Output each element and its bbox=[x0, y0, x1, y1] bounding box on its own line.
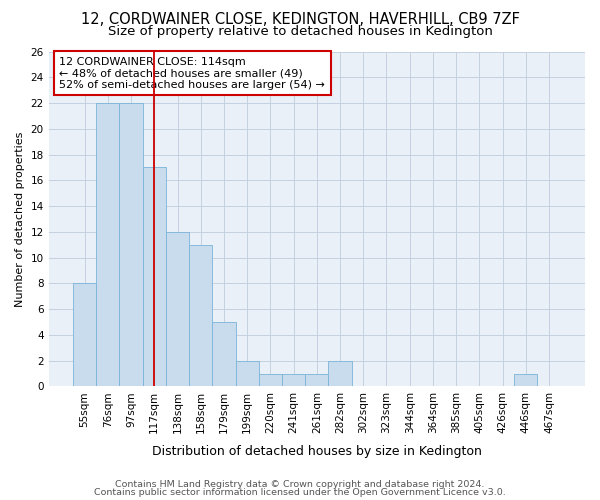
Text: 12, CORDWAINER CLOSE, KEDINGTON, HAVERHILL, CB9 7ZF: 12, CORDWAINER CLOSE, KEDINGTON, HAVERHI… bbox=[80, 12, 520, 28]
Bar bbox=[514, 374, 538, 386]
Bar bbox=[189, 244, 212, 386]
Bar bbox=[212, 322, 236, 386]
Text: Size of property relative to detached houses in Kedington: Size of property relative to detached ho… bbox=[107, 25, 493, 38]
Bar bbox=[166, 232, 189, 386]
Bar bbox=[282, 374, 305, 386]
Text: Contains HM Land Registry data © Crown copyright and database right 2024.: Contains HM Land Registry data © Crown c… bbox=[115, 480, 485, 489]
Text: Contains public sector information licensed under the Open Government Licence v3: Contains public sector information licen… bbox=[94, 488, 506, 497]
Bar bbox=[259, 374, 282, 386]
X-axis label: Distribution of detached houses by size in Kedington: Distribution of detached houses by size … bbox=[152, 444, 482, 458]
Bar bbox=[96, 103, 119, 387]
Bar bbox=[73, 284, 96, 387]
Bar bbox=[143, 168, 166, 386]
Bar bbox=[305, 374, 328, 386]
Bar bbox=[236, 360, 259, 386]
Y-axis label: Number of detached properties: Number of detached properties bbox=[15, 132, 25, 306]
Bar bbox=[328, 360, 352, 386]
Text: 12 CORDWAINER CLOSE: 114sqm
← 48% of detached houses are smaller (49)
52% of sem: 12 CORDWAINER CLOSE: 114sqm ← 48% of det… bbox=[59, 56, 325, 90]
Bar bbox=[119, 103, 143, 387]
